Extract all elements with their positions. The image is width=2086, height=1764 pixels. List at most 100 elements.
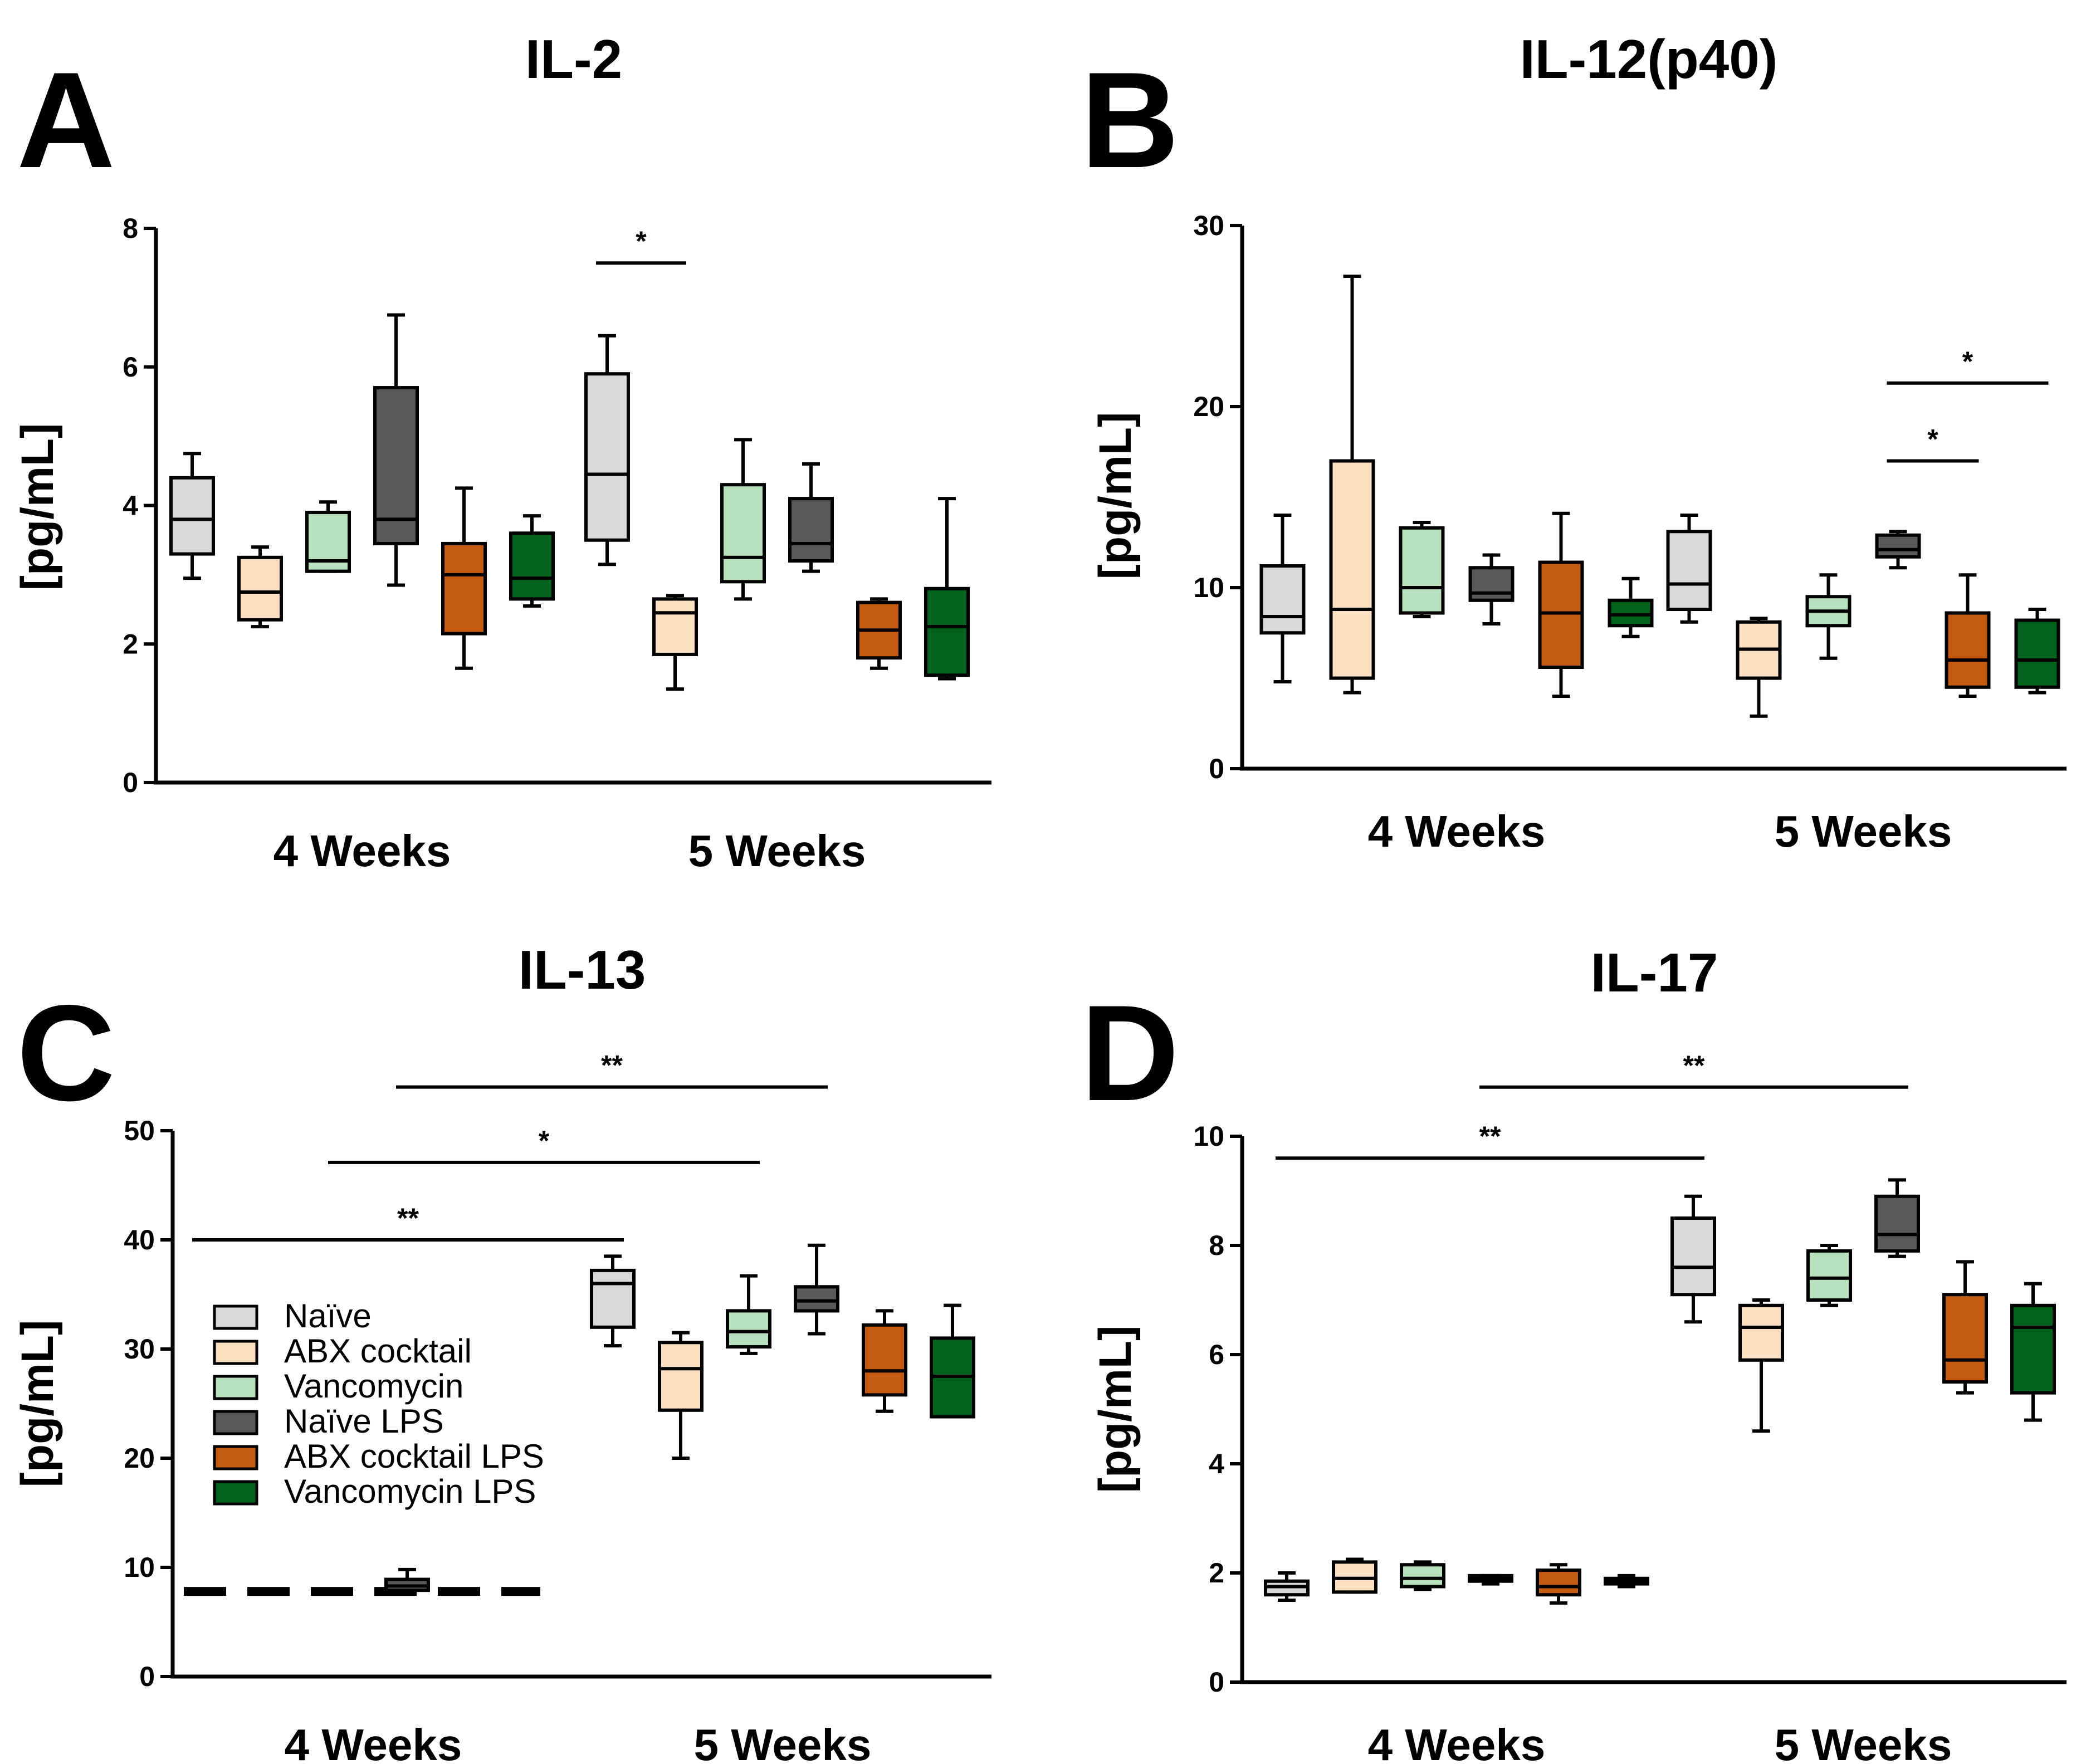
- box-plot: [2010, 1282, 2056, 1422]
- y-tick-label: 6: [1209, 1339, 1224, 1370]
- significance-label: **: [397, 1203, 419, 1234]
- box-iqr: [169, 476, 215, 556]
- box-plot: [1942, 1260, 1988, 1395]
- box-plot: [930, 1303, 975, 1419]
- significance-label: **: [601, 1050, 623, 1081]
- panel-title: IL-13: [519, 939, 646, 1000]
- box-plot: [658, 1331, 704, 1460]
- legend-swatch: [213, 1304, 258, 1330]
- box-plot: [1536, 1563, 1581, 1605]
- box-plot: [2014, 608, 2060, 695]
- box-plot: [1608, 576, 1654, 638]
- x-group-label: 5 Weeks: [1775, 807, 1952, 856]
- box-iqr: [1670, 1216, 1716, 1297]
- box-plot: [788, 462, 834, 573]
- y-tick-label: 0: [1209, 753, 1224, 784]
- box-iqr: [1806, 1249, 1852, 1302]
- panel-letter: C: [17, 976, 115, 1129]
- box-iqr: [590, 1268, 636, 1329]
- box-plot: [862, 1309, 907, 1413]
- legend-swatch: [213, 1445, 258, 1470]
- box-plot: [1468, 1574, 1513, 1586]
- box-iqr: [726, 1309, 771, 1349]
- box-plot: [720, 438, 766, 601]
- x-group-label: 4 Weeks: [285, 1720, 462, 1764]
- box-plot: [590, 1254, 636, 1348]
- box-plot: [1875, 530, 1921, 570]
- box-plot: [373, 313, 419, 587]
- panel-b: B IL-12(p40) [pg/mL] 0 10 20 30 4 Weeks 5 Weeks *…: [1081, 28, 2067, 856]
- y-tick-label: 30: [124, 1333, 155, 1365]
- x-group-label: 5 Weeks: [1775, 1720, 1952, 1764]
- x-group-label: 4 Weeks: [1368, 1720, 1546, 1764]
- box-iqr: [924, 587, 970, 677]
- x-group-label: 4 Weeks: [273, 826, 451, 876]
- y-tick-label: 2: [1209, 1557, 1224, 1589]
- panel-letter: D: [1081, 976, 1179, 1129]
- box-iqr: [237, 555, 283, 622]
- box-plot: [305, 500, 351, 573]
- panel-title: IL-2: [525, 28, 622, 90]
- x-group-label: 5 Weeks: [694, 1720, 872, 1764]
- y-tick-label: 0: [123, 767, 138, 798]
- box-plot: [1329, 275, 1375, 695]
- box-plot: [584, 334, 630, 566]
- significance-label: **: [1683, 1050, 1705, 1081]
- legend-label: ABX cocktail LPS: [284, 1438, 544, 1475]
- box-plot: [652, 594, 698, 691]
- panel-title: IL-12(p40): [1520, 28, 1778, 90]
- box-iqr: [1399, 526, 1445, 615]
- significance-label: *: [539, 1125, 550, 1156]
- y-tick-label: 6: [123, 351, 138, 383]
- y-tick-label: 10: [124, 1552, 155, 1583]
- box-iqr: [1536, 1568, 1581, 1597]
- y-tick-label: 4: [123, 490, 138, 521]
- box-iqr: [2014, 618, 2060, 689]
- legend-swatch: [213, 1375, 258, 1400]
- significance-label: *: [1962, 346, 1973, 377]
- box-iqr: [1608, 598, 1654, 628]
- significance-label: *: [1927, 424, 1938, 455]
- y-tick-label: 10: [1193, 1121, 1224, 1152]
- box-plot: [237, 545, 283, 629]
- box-iqr: [1400, 1563, 1445, 1589]
- legend-label: Vancomycin LPS: [284, 1473, 536, 1510]
- significance-label: **: [1479, 1121, 1501, 1152]
- box-iqr: [1942, 1293, 1988, 1384]
- legend-label: Vancomycin: [284, 1367, 463, 1405]
- box-plot: [1264, 1571, 1310, 1602]
- box-plot: [794, 1243, 839, 1336]
- box-plot: [1399, 521, 1445, 618]
- y-tick-label: 4: [1209, 1448, 1224, 1479]
- box-plot: [1738, 1298, 1784, 1433]
- box-iqr: [1259, 564, 1306, 635]
- box-iqr: [788, 497, 834, 563]
- panel-title: IL-17: [1591, 942, 1718, 1003]
- significance-label: *: [636, 226, 647, 257]
- box-iqr: [652, 597, 698, 656]
- y-tick-label: 30: [1193, 210, 1224, 241]
- box-iqr: [658, 1341, 704, 1412]
- y-tick-label: 20: [1193, 391, 1224, 422]
- y-tick-label: 20: [124, 1443, 155, 1474]
- y-tick-label: 0: [1209, 1667, 1224, 1698]
- panel-d: D IL-17 [pg/mL] 0 2 4 6 8 10 4 Weeks 5 Weeks ** **: [1081, 942, 2067, 1764]
- box-iqr: [509, 531, 555, 601]
- y-tick-label: 50: [124, 1115, 155, 1146]
- box-plot: [1604, 1574, 1649, 1589]
- box-plot: [1400, 1560, 1445, 1591]
- box-iqr: [794, 1285, 839, 1313]
- panel-letter: B: [1081, 43, 1179, 196]
- y-tick-label: 40: [124, 1224, 155, 1255]
- box-plot: [509, 514, 555, 608]
- panel-letter: A: [17, 43, 115, 196]
- box-plot: [169, 452, 215, 580]
- box-iqr: [373, 386, 419, 545]
- y-axis-label: [pg/mL]: [1090, 412, 1141, 580]
- legend-swatch: [213, 1410, 258, 1435]
- box-plot: [1259, 514, 1306, 683]
- y-tick-label: 2: [123, 628, 138, 659]
- box-plot: [856, 597, 902, 670]
